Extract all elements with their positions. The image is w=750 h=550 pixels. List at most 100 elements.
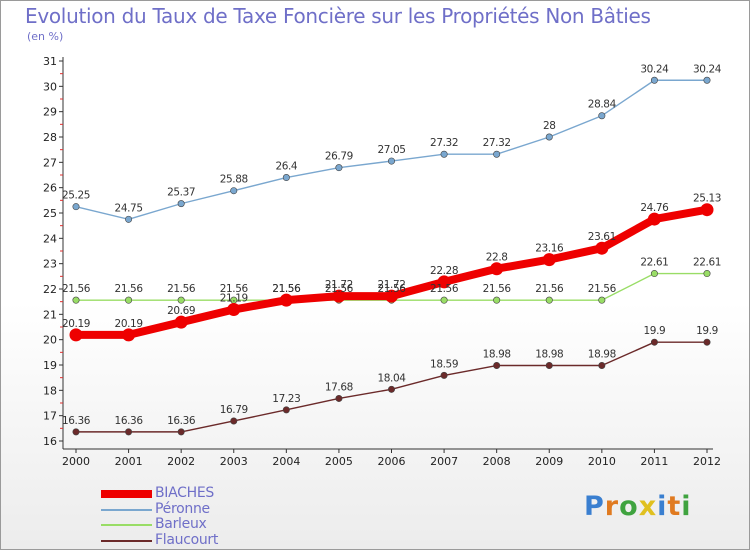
data-label: 21.56	[535, 283, 564, 295]
data-point	[440, 150, 448, 158]
data-label: 16.36	[62, 415, 91, 427]
y-tick-label: 25	[43, 207, 57, 220]
y-tick-label: 22	[43, 283, 57, 296]
data-point	[230, 417, 238, 425]
data-point	[125, 428, 133, 436]
logo-letter: i	[657, 491, 668, 522]
data-label: 22.28	[430, 265, 458, 277]
data-label: 18.59	[430, 358, 458, 370]
data-label: 21.56	[62, 283, 91, 295]
data-label: 20.69	[167, 305, 195, 317]
data-point	[72, 296, 80, 304]
data-point	[545, 133, 553, 141]
data-label: 21.56	[430, 283, 459, 295]
data-point	[125, 296, 133, 304]
y-tick-label: 17	[43, 410, 57, 423]
data-label: 23.16	[535, 243, 564, 255]
data-point	[703, 76, 711, 84]
data-point	[72, 203, 80, 211]
data-label: 19.9	[644, 325, 666, 337]
y-tick-label: 23	[43, 258, 57, 271]
x-tick-label: 2012	[693, 455, 721, 468]
data-point	[387, 385, 395, 393]
data-label: 25.25	[62, 190, 90, 202]
x-tick-label: 2001	[115, 455, 143, 468]
data-label: 28.84	[588, 99, 617, 111]
data-point	[335, 394, 343, 402]
data-point	[125, 215, 133, 223]
data-point	[700, 203, 714, 217]
legend-label: Péronne	[155, 500, 210, 517]
logo-letter: r	[604, 491, 620, 522]
data-label: 21.56	[167, 283, 196, 295]
data-point	[387, 157, 395, 165]
data-point	[493, 362, 501, 370]
data-label: 16.36	[167, 415, 196, 427]
x-tick-label: 2011	[640, 455, 668, 468]
data-label: 22.61	[693, 257, 721, 269]
x-tick-label: 2009	[535, 455, 563, 468]
data-label: 17.68	[325, 381, 353, 393]
data-point	[650, 338, 658, 346]
data-point	[177, 296, 185, 304]
y-tick-label: 27	[43, 156, 57, 169]
data-point	[545, 296, 553, 304]
data-label: 16.79	[220, 404, 248, 416]
data-point	[177, 200, 185, 208]
x-tick-label: 2006	[378, 455, 406, 468]
data-label: 21.56	[325, 283, 354, 295]
x-tick-label: 2007	[430, 455, 458, 468]
legend-item: BIACHES	[101, 485, 301, 502]
data-label: 21.56	[115, 283, 144, 295]
y-tick-label: 31	[43, 55, 57, 68]
y-tick-label: 19	[43, 359, 57, 372]
y-tick-label: 18	[43, 384, 57, 397]
x-tick-label: 2000	[62, 455, 90, 468]
legend: BIACHES Péronne Barleux Flaucourt	[101, 485, 301, 548]
proxiti-logo: Proxiti	[584, 491, 692, 522]
data-label: 21.56	[588, 283, 617, 295]
logo-letter: i	[681, 491, 692, 522]
data-label: 26.4	[275, 161, 297, 173]
data-point	[650, 270, 658, 278]
data-point	[282, 174, 290, 182]
legend-swatch	[101, 490, 152, 498]
data-point	[598, 362, 606, 370]
data-label: 24.75	[115, 202, 143, 214]
data-point	[650, 76, 658, 84]
data-label: 21.56	[220, 283, 249, 295]
data-label: 18.04	[377, 372, 406, 384]
data-label: 16.36	[115, 415, 144, 427]
unit-label: (en %)	[27, 30, 64, 43]
data-point	[332, 289, 346, 303]
data-label: 19.9	[696, 325, 718, 337]
data-point	[647, 212, 661, 226]
data-label: 27.32	[483, 137, 511, 149]
data-label: 30.24	[693, 63, 722, 75]
data-label: 21.19	[220, 293, 248, 305]
data-point	[598, 296, 606, 304]
data-label: 20.19	[62, 318, 90, 330]
data-point	[279, 293, 293, 307]
data-label: 28	[543, 120, 556, 132]
data-point	[227, 303, 241, 317]
y-tick-label: 21	[43, 308, 57, 321]
data-label: 22.61	[640, 257, 668, 269]
data-label: 21.72	[377, 279, 405, 291]
data-label: 26.79	[325, 151, 353, 163]
data-point	[703, 270, 711, 278]
legend-label: Barleux	[155, 516, 207, 532]
y-tick-label: 24	[43, 232, 57, 245]
data-point	[174, 315, 188, 329]
legend-item: Barleux	[101, 516, 301, 533]
data-point	[493, 150, 501, 158]
logo-letter: P	[584, 491, 605, 522]
data-label: 21.72	[325, 279, 353, 291]
data-label: 27.05	[377, 144, 405, 156]
data-label: 18.98	[588, 349, 616, 361]
data-label: 21.56	[272, 283, 301, 295]
data-point	[598, 112, 606, 120]
data-point	[122, 328, 136, 342]
data-point	[542, 253, 556, 267]
data-point	[703, 338, 711, 346]
